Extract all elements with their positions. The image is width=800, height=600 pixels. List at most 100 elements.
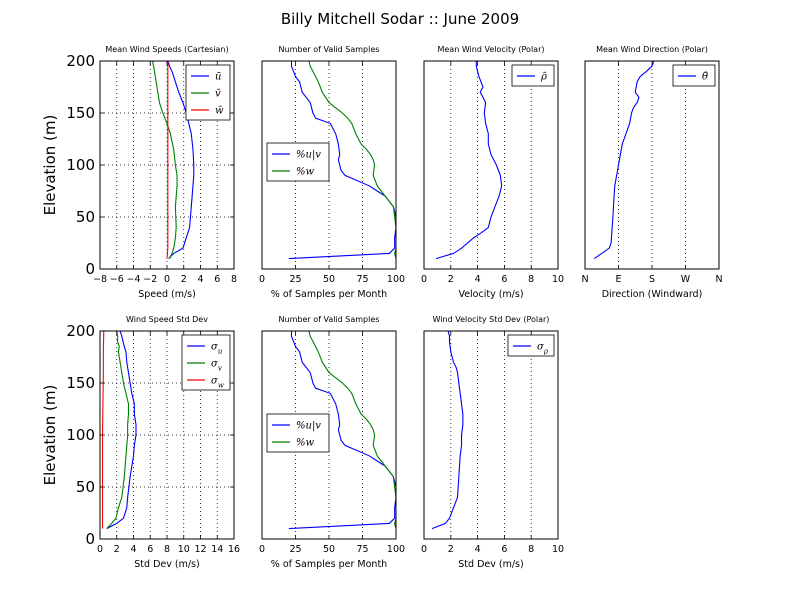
legend-entry: ρ̄	[540, 72, 547, 83]
y-axis-label: Elevation (m)	[41, 385, 59, 486]
legend: ρ̄	[511, 64, 555, 87]
legend: %u|v %w	[266, 142, 330, 182]
legend-entry: %u|v	[296, 421, 321, 432]
x-tick-label: N	[581, 274, 588, 285]
x-tick-label: −2	[143, 274, 157, 285]
y-tick-label: 100	[66, 156, 95, 174]
subplot-p2: 0 25 50 75 100 Number of Valid Samples % of Sa…	[259, 45, 405, 300]
series-line-u-v	[288, 61, 396, 260]
y-tick-label: 0	[85, 530, 95, 548]
x-tick-label: 0	[421, 544, 427, 555]
x-tick-label: 0	[164, 274, 170, 285]
x-axis-label: Velocity (m/s)	[458, 289, 523, 300]
series-line-u-v	[288, 331, 396, 530]
legend-entry: %w	[296, 438, 315, 449]
series-line-w	[166, 61, 169, 259]
subplot-p4: N E S W N Mean Wind Direction (Polar) Directio…	[581, 45, 722, 300]
x-tick-label: 8	[528, 544, 534, 555]
legend-entry: σw	[211, 376, 224, 390]
x-axis-label: Direction (Windward)	[602, 289, 703, 300]
subplot-title: Mean Wind Speeds (Cartesian)	[105, 45, 228, 54]
series-group	[101, 331, 137, 530]
y-tick-label: 200	[66, 322, 95, 340]
legend: θ̄	[672, 64, 716, 87]
y-tick-label: 100	[66, 426, 95, 444]
y-tick-label: 200	[66, 52, 95, 70]
subplot-title: Mean Wind Direction (Polar)	[596, 45, 708, 54]
x-axis-label: % of Samples per Month	[271, 289, 387, 300]
legend: σρ	[507, 334, 555, 357]
x-tick-label: 50	[323, 274, 335, 285]
x-tick-label: 8	[164, 544, 170, 555]
y-tick-label: 0	[85, 260, 95, 278]
subplot-p7: 0 2 4 6 8 10 Wind Velocity Std Dev (Polar) Std …	[421, 315, 564, 570]
x-tick-label: 2	[114, 544, 120, 555]
y-tick-label: 50	[76, 208, 95, 226]
legend-entry: θ̄	[702, 72, 708, 83]
legend-entry: ū	[215, 72, 221, 83]
x-tick-label: 0	[259, 544, 265, 555]
x-tick-label: 2	[181, 274, 187, 285]
series-line-v	[152, 61, 178, 259]
x-tick-label: 100	[387, 544, 405, 555]
subplot-title: Mean Wind Velocity (Polar)	[437, 45, 544, 54]
legend: σu σv σw	[181, 334, 231, 391]
x-tick-label: 0	[259, 274, 265, 285]
x-tick-label: 4	[130, 544, 136, 555]
series-line-u	[106, 331, 137, 530]
series-line-series	[431, 331, 464, 530]
x-tick-label: 25	[289, 274, 301, 285]
series-line-series	[593, 61, 655, 260]
x-tick-label: −8	[93, 274, 107, 285]
x-tick-label: 4	[475, 274, 481, 285]
legend-entry: σu	[211, 342, 223, 356]
figure-title: Billy Mitchell Sodar :: June 2009	[281, 10, 519, 28]
legend: ū v̄ w̄	[185, 64, 231, 121]
x-tick-label: 10	[552, 274, 564, 285]
x-tick-label: 6	[214, 274, 220, 285]
subplot-p3: 0 2 4 6 8 10 Mean Wind Velocity (Polar) Velocit…	[421, 45, 564, 300]
series-line-series	[435, 61, 503, 260]
legend-entry: v̄	[215, 89, 221, 100]
subplot-title: Number of Valid Samples	[279, 315, 380, 324]
grid	[100, 61, 234, 269]
x-tick-label: W	[681, 274, 691, 285]
x-axis-label: Std Dev (m/s)	[458, 559, 523, 570]
series-line-v	[106, 331, 130, 529]
x-tick-label: 0	[97, 544, 103, 555]
x-tick-label: 12	[194, 544, 206, 555]
x-axis-label: Std Dev (m/s)	[134, 559, 199, 570]
x-tick-label: 10	[552, 544, 564, 555]
x-tick-label: 0	[421, 274, 427, 285]
grid	[618, 61, 686, 269]
x-tick-label: 6	[147, 544, 153, 555]
legend-box	[266, 413, 330, 453]
subplot-p6: 0 25 50 75 100 Number of Valid Samples % of Sa…	[259, 315, 405, 570]
series-line-w	[101, 331, 105, 529]
subplot-title: Wind Speed Std Dev	[126, 315, 208, 324]
x-tick-label: S	[649, 274, 655, 285]
legend-entry: σρ	[537, 342, 549, 356]
plot-frame	[423, 60, 559, 270]
x-tick-label: 6	[501, 544, 507, 555]
legend-entry: σv	[211, 359, 222, 373]
x-tick-label: 14	[211, 544, 223, 555]
series-group	[152, 61, 195, 259]
x-tick-label: 50	[323, 544, 335, 555]
legend-box	[266, 142, 330, 182]
series-group	[593, 61, 655, 260]
y-axis-label: Elevation (m)	[41, 115, 59, 216]
y-tick-label: 50	[76, 478, 95, 496]
legend-entry: %w	[296, 167, 315, 178]
x-tick-label: E	[615, 274, 621, 285]
x-tick-label: 2	[448, 274, 454, 285]
y-tick-label: 150	[66, 104, 95, 122]
x-tick-label: 75	[356, 544, 368, 555]
legend-entry: w̄	[215, 106, 224, 117]
x-tick-label: 4	[197, 274, 203, 285]
x-tick-label: N	[715, 274, 722, 285]
